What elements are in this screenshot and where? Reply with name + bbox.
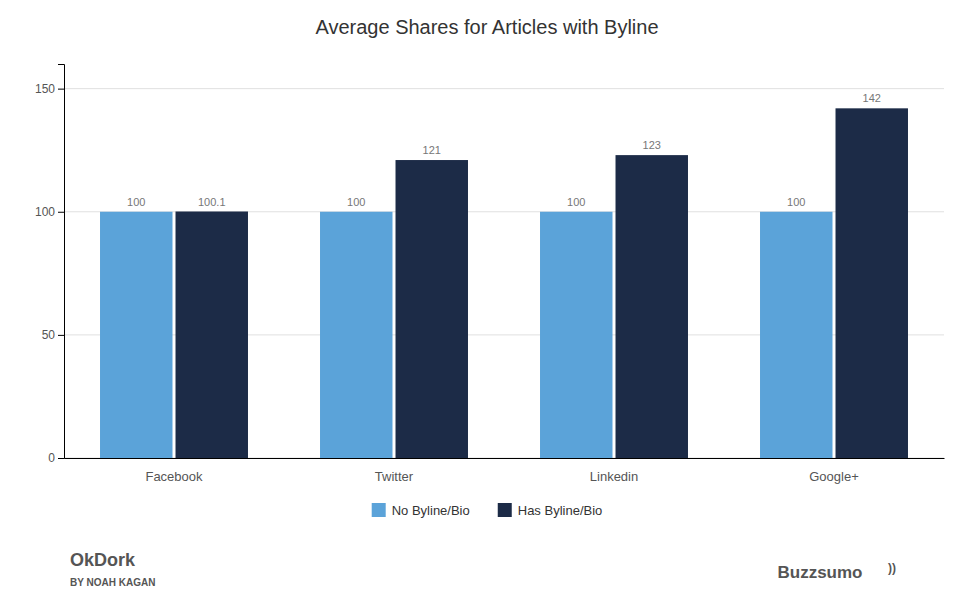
y-tick-label: 100 — [35, 205, 55, 219]
x-tick-label: Facebook — [145, 469, 203, 484]
y-tick: 0 — [48, 451, 64, 465]
annotation: )) — [888, 561, 896, 575]
legend: No Byline/Bio Has Byline/Bio — [372, 503, 603, 518]
data-label: 123 — [643, 139, 661, 151]
y-tick: 50 — [42, 328, 64, 342]
bar — [540, 212, 612, 458]
chart: 0 50 100 150 Facebook Twitter Linkedin Google+ 1… — [0, 0, 974, 608]
y-tick-label: 0 — [48, 451, 55, 465]
x-axis-line — [65, 458, 945, 459]
legend-swatch — [372, 503, 386, 517]
y-tick-mark — [58, 458, 64, 459]
annotation: Buzzsumo — [778, 563, 863, 582]
y-tick-label: 150 — [35, 82, 55, 96]
annotation: BY NOAH KAGAN — [70, 577, 155, 588]
grid-line — [64, 88, 944, 89]
bar — [320, 212, 392, 458]
x-tick: Google+ — [809, 469, 859, 484]
y-tick-label: 50 — [42, 328, 56, 342]
y-tick: 150 — [35, 82, 64, 96]
x-tick-label: Twitter — [375, 469, 414, 484]
x-tick: Facebook — [145, 469, 203, 484]
y-tick-mark — [58, 335, 64, 336]
bars — [100, 108, 908, 458]
grid — [64, 89, 944, 458]
x-axis: Facebook Twitter Linkedin Google+ — [65, 459, 945, 485]
legend-item: No Byline/Bio — [372, 503, 470, 518]
plot: 0 50 100 150 Facebook Twitter Linkedin Google+ 1… — [35, 65, 945, 485]
title: Average Shares for Articles with Byline — [315, 16, 658, 38]
legend-swatch — [498, 503, 512, 517]
y-tick: 100 — [35, 205, 64, 219]
annotations: OkDork BY NOAH KAGAN Buzzsumo)) — [70, 550, 896, 588]
y-axis-line — [58, 65, 65, 459]
x-tick-label: Linkedin — [590, 469, 638, 484]
data-labels: 100 100 100 100 100.1 121 123 142 — [127, 92, 881, 207]
bar — [396, 160, 468, 458]
data-label: 142 — [863, 92, 881, 104]
legend-item: Has Byline/Bio — [498, 503, 603, 518]
x-tick: Linkedin — [590, 469, 638, 484]
legend-label: Has Byline/Bio — [518, 503, 603, 518]
data-label: 100 — [567, 196, 585, 208]
bar — [100, 212, 172, 458]
y-axis: 0 50 100 150 — [35, 65, 65, 466]
bar — [760, 212, 832, 458]
annotation: OkDork — [70, 550, 136, 570]
data-label: 100 — [787, 196, 805, 208]
bar — [176, 212, 248, 458]
x-tick-label: Google+ — [809, 469, 859, 484]
data-label: 100 — [127, 196, 145, 208]
data-label: 100 — [347, 196, 365, 208]
legend-label: No Byline/Bio — [392, 503, 470, 518]
y-tick-mark — [58, 89, 64, 90]
bar — [616, 155, 688, 458]
data-label: 100.1 — [198, 196, 226, 208]
y-tick-mark — [58, 212, 64, 213]
x-tick: Twitter — [375, 469, 414, 484]
bar — [836, 108, 908, 458]
data-label: 121 — [423, 144, 441, 156]
